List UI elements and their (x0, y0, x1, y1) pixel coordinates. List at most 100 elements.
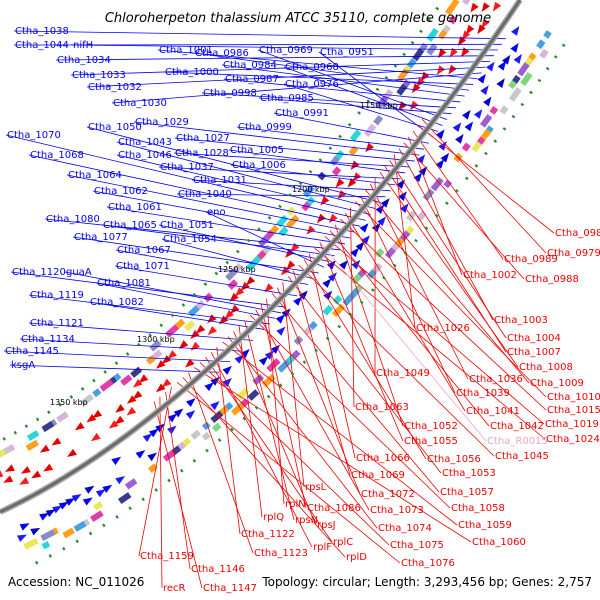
reverse-gene-arrow (470, 2, 479, 13)
leader-line (421, 118, 547, 254)
reverse-gene-arrow (337, 190, 347, 200)
reverse-gene-arrow (328, 213, 338, 224)
forward-gene-arrow (298, 290, 308, 300)
forward-gene-arrow (455, 134, 464, 144)
reverse-gene-arrow (161, 355, 172, 364)
inner-category-block (245, 259, 258, 272)
outer-tick (141, 497, 145, 502)
leader-line (223, 78, 461, 103)
reverse-gene-arrow (31, 470, 42, 479)
outer-category-block (517, 62, 530, 77)
leader-line (165, 391, 191, 570)
inner-tick (203, 282, 208, 286)
reverse-gene-arrow (350, 160, 360, 171)
leader-line (287, 276, 442, 474)
forward-gene-arrow (58, 501, 69, 510)
forward-gene-arrow (45, 509, 56, 518)
forward-gene-arrow (435, 129, 445, 140)
inner-tick (402, 52, 406, 57)
forward-gene-arrow (115, 475, 126, 485)
gene-label: guaA (66, 267, 92, 278)
gene-label: Ctha_1015 (547, 405, 600, 416)
gene-label: Ctha_1071 (116, 261, 170, 272)
gene-label: Ctha_1060 (472, 537, 526, 548)
forward-gene-arrow (111, 456, 122, 466)
outer-tick (242, 416, 247, 421)
leader-line (13, 30, 506, 40)
forward-gene-arrow (396, 179, 406, 189)
gene-label: Ctha_0976 (285, 79, 339, 90)
reverse-gene-arrow (477, 24, 486, 35)
inner-category-block (92, 388, 102, 398)
leader-line (161, 238, 314, 280)
forward-gene-arrow (185, 410, 196, 420)
inner-category-block (285, 214, 300, 229)
outer-category-block (508, 80, 517, 90)
outer-category-block (90, 510, 104, 522)
reverse-gene-arrow (167, 350, 177, 360)
forward-gene-arrow (351, 259, 361, 270)
gene-label: Ctha_1005 (230, 145, 284, 156)
outer-category-block (489, 106, 499, 115)
gene-label: Ctha_1057 (440, 487, 494, 498)
reverse-gene-arrow (156, 359, 166, 369)
reverse-gene-arrow (481, 2, 490, 13)
gene-label: rpsJ (317, 520, 336, 531)
gene-label: Ctha_0986 (195, 48, 249, 59)
leader-line (106, 206, 346, 245)
forward-gene-arrow (464, 121, 474, 132)
forward-gene-arrow (497, 60, 507, 71)
forward-gene-arrow (95, 489, 106, 498)
reverse-gene-arrow (190, 341, 201, 351)
inner-category-block (373, 114, 384, 126)
reverse-gene-arrow (411, 83, 421, 94)
leader-line (318, 51, 434, 138)
outer-category-block (508, 87, 522, 102)
inner-tick (435, 6, 440, 11)
inner-category-block (165, 328, 175, 338)
gene-label: Ctha_1070 (7, 130, 61, 141)
gene-labels: Ctha_1038 Ctha_1044 nifH Ctha_1034 Ctha_1033… (5, 26, 600, 594)
gene-label: Ctha_0987 (225, 74, 279, 85)
leader-line (227, 336, 378, 529)
leader-line (283, 66, 443, 126)
outer-tick (474, 164, 479, 168)
leader-line (174, 137, 415, 162)
reverse-gene-arrow (264, 283, 274, 293)
reverse-gene-arrow (234, 287, 245, 297)
leader-line (116, 141, 376, 209)
gene-label: Ctha_1032 (88, 82, 142, 93)
forward-gene-arrow (16, 534, 28, 542)
kbp-label: 1300 kbp (137, 335, 175, 344)
leader-line (64, 271, 281, 314)
forward-gene-arrow (204, 382, 214, 392)
reverse-gene-arrow (365, 142, 375, 153)
gene-label: Ctha_1055 (404, 436, 458, 447)
inner-tick (257, 227, 261, 232)
leader-line (228, 149, 406, 174)
gene-label: Ctha_1074 (378, 523, 432, 534)
outer-tick (205, 448, 209, 453)
outer-category-block (162, 450, 176, 462)
gene-label: Ctha_0968 (285, 62, 339, 73)
inner-category-block (448, 15, 458, 25)
forward-gene-arrow (361, 235, 370, 245)
reverse-gene-arrow (335, 178, 345, 188)
gene-label: Ctha_1049 (376, 368, 430, 379)
outer-category-block (93, 501, 104, 511)
gene-label: Ctha_1066 (356, 453, 410, 464)
leader-line (158, 166, 401, 180)
gene-label: Ctha_1146 (191, 564, 245, 575)
outer-tick (403, 251, 408, 255)
outer-category-block (210, 410, 224, 424)
leader-line (28, 154, 361, 227)
reverse-gene-arrow (115, 404, 125, 413)
outer-category-block (73, 520, 87, 532)
gene-label: Ctha_1053 (442, 468, 496, 479)
inner-tick (427, 18, 432, 22)
inner-tick (393, 64, 398, 68)
leader-line (320, 243, 487, 442)
inner-tick (375, 87, 380, 92)
forward-gene-arrow (496, 78, 505, 89)
